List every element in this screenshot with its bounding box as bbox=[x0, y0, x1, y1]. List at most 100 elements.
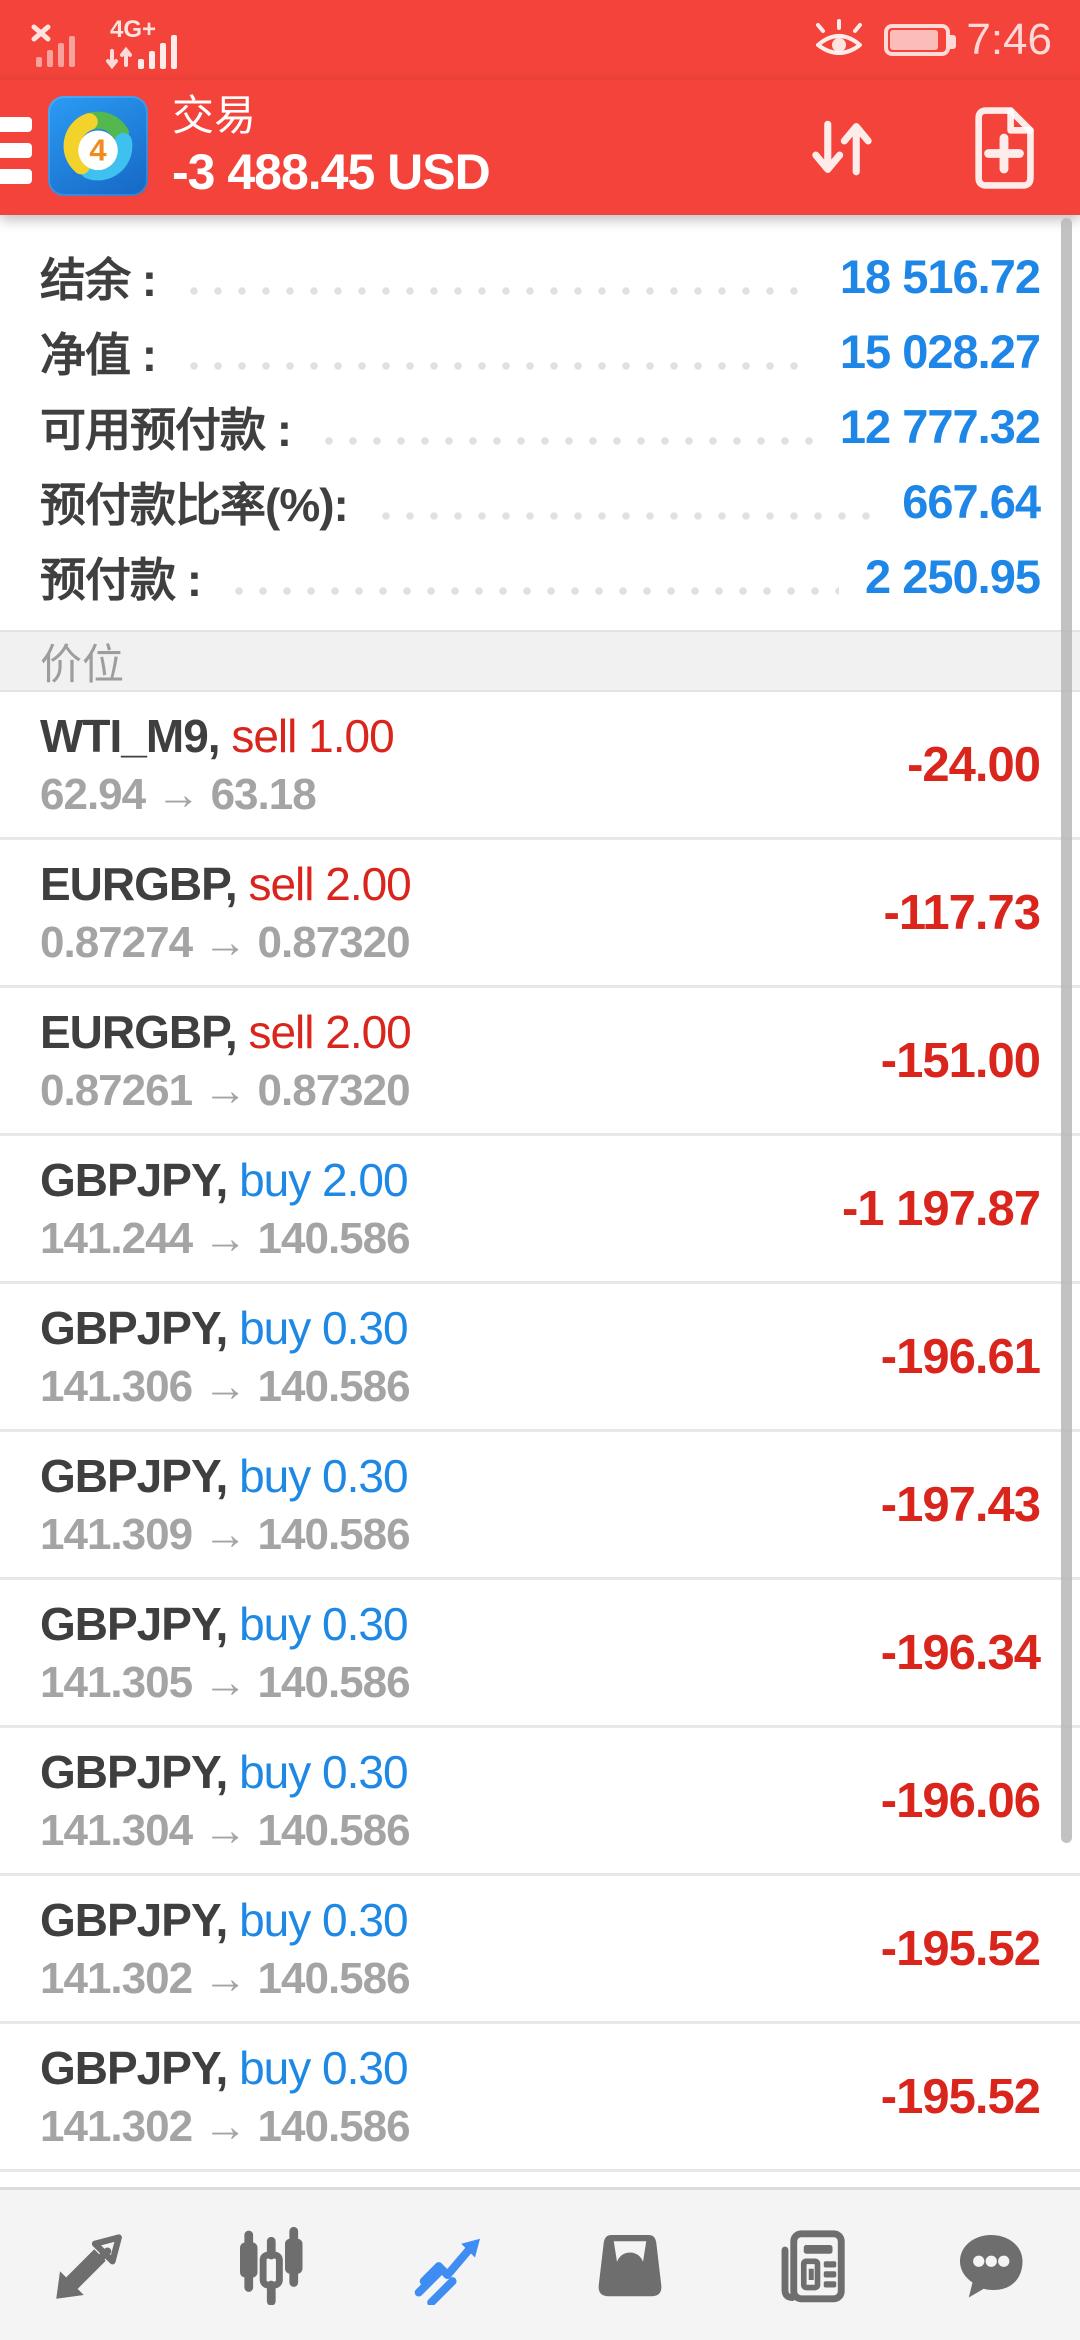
account-row: 结余 : 18 516.72 bbox=[40, 239, 1041, 314]
new-order-icon bbox=[975, 106, 1034, 189]
position-symbol: WTI_M9, bbox=[40, 709, 221, 762]
trade-icon bbox=[414, 2238, 480, 2305]
eye-comfort-icon bbox=[816, 19, 863, 55]
position-row[interactable]: EURGBP, sell 2.00 0.87274 → 0.87320 -117… bbox=[0, 840, 1080, 988]
position-current-price: 140.586 bbox=[257, 1509, 411, 1559]
position-symbol: EURGBP, bbox=[40, 857, 238, 910]
account-label: 净值 : bbox=[40, 328, 157, 381]
position-current-price: 140.586 bbox=[257, 1361, 411, 1411]
menu-button[interactable] bbox=[0, 117, 32, 184]
account-summary: 结余 : 18 516.72 净值 : 15 028.27 可用预付款 : 12… bbox=[0, 215, 1080, 630]
account-value: 12 777.32 bbox=[839, 400, 1041, 453]
price-arrow: → bbox=[203, 1509, 247, 1559]
mt4-app-logo: 4 bbox=[48, 96, 148, 196]
sort-button[interactable] bbox=[800, 98, 884, 198]
account-label: 预付款比率(%): bbox=[40, 478, 349, 531]
position-profit: -196.06 bbox=[880, 1773, 1041, 1828]
new-order-button[interactable] bbox=[962, 98, 1046, 198]
mt4-logo-icon: 4 bbox=[63, 111, 133, 181]
position-profit: -1 197.87 bbox=[841, 1181, 1041, 1236]
position-row[interactable]: GBPJPY, buy 0.30 141.302 → 140.586 -195.… bbox=[0, 1876, 1080, 2024]
position-open-price: 141.244 bbox=[40, 1213, 193, 1263]
position-open-price: 0.87261 bbox=[40, 1065, 193, 1115]
section-title: 价位 bbox=[40, 640, 125, 688]
position-side-volume: buy 0.30 bbox=[239, 1597, 408, 1650]
dotted-leader bbox=[182, 286, 814, 295]
position-open-price: 0.87274 bbox=[40, 917, 193, 967]
position-row[interactable]: GBPJPY, buy 0.30 141.306 → 140.586 -196.… bbox=[0, 1284, 1080, 1432]
position-row[interactable]: GBPJPY, buy 0.30 141.302 → 140.586 -195.… bbox=[0, 2024, 1080, 2172]
position-symbol: GBPJPY, bbox=[40, 2041, 228, 2094]
status-bar: 4G+ 7:46 bbox=[0, 0, 1080, 80]
position-symbol: GBPJPY, bbox=[40, 1301, 228, 1354]
nav-quotes-button[interactable] bbox=[0, 2190, 180, 2340]
price-arrow: → bbox=[203, 2101, 247, 2151]
dotted-leader bbox=[317, 436, 814, 445]
position-row[interactable]: GBPJPY, buy 0.30 141.304 → 140.586 -196.… bbox=[0, 1728, 1080, 1876]
position-current-price: 0.87320 bbox=[257, 917, 411, 967]
position-symbol: GBPJPY, bbox=[40, 1153, 228, 1206]
position-row[interactable]: GBPJPY, buy 2.00 141.244 → 140.586 -1 19… bbox=[0, 1136, 1080, 1284]
position-side-volume: buy 0.30 bbox=[239, 1745, 408, 1798]
price-arrow: → bbox=[156, 769, 200, 819]
position-profit: -195.52 bbox=[880, 1921, 1041, 1976]
dotted-leader bbox=[182, 361, 814, 370]
sort-icon bbox=[812, 120, 872, 175]
position-open-price: 141.302 bbox=[40, 2101, 193, 2151]
account-value: 15 028.27 bbox=[839, 325, 1041, 378]
account-label: 可用预付款 : bbox=[40, 403, 292, 456]
position-symbol: GBPJPY, bbox=[40, 1893, 228, 1946]
position-open-price: 141.305 bbox=[40, 1657, 193, 1707]
position-profit: -196.34 bbox=[880, 1625, 1041, 1680]
position-row[interactable]: WTI_M9, sell 1.00 62.94 → 63.18 -24.00 bbox=[0, 692, 1080, 840]
messages-icon bbox=[960, 2235, 1023, 2298]
nav-messages-button[interactable] bbox=[900, 2190, 1080, 2340]
position-current-price: 140.586 bbox=[257, 1657, 411, 1707]
position-side-volume: buy 0.30 bbox=[239, 1449, 408, 1502]
price-arrow: → bbox=[203, 1953, 247, 2003]
position-row[interactable]: GBPJPY, buy 0.30 141.309 → 140.586 -197.… bbox=[0, 1432, 1080, 1580]
scrollbar-thumb[interactable] bbox=[1061, 218, 1072, 1843]
charts-icon bbox=[240, 2226, 303, 2305]
nav-history-button[interactable] bbox=[540, 2190, 720, 2340]
position-current-price: 140.586 bbox=[257, 1953, 411, 2003]
position-profit: -196.61 bbox=[880, 1329, 1041, 1384]
position-side-volume: sell 1.00 bbox=[231, 709, 394, 762]
position-current-price: 0.87320 bbox=[257, 1065, 411, 1115]
nav-trade-button[interactable] bbox=[360, 2190, 540, 2340]
account-label: 结余 : bbox=[40, 253, 157, 306]
quotes-icon bbox=[56, 2234, 122, 2299]
app-header: 4 交易 -3 488.45 USD bbox=[0, 80, 1080, 215]
nav-news-button[interactable] bbox=[720, 2190, 900, 2340]
nav-charts-button[interactable] bbox=[180, 2190, 360, 2340]
dotted-leader bbox=[373, 511, 877, 520]
account-label: 预付款 : bbox=[40, 553, 202, 606]
position-side-volume: sell 2.00 bbox=[248, 857, 411, 910]
position-side-volume: buy 0.30 bbox=[239, 2041, 408, 2094]
position-row[interactable]: EURGBP, sell 2.00 0.87261 → 0.87320 -151… bbox=[0, 988, 1080, 1136]
position-profit: -195.52 bbox=[880, 2069, 1041, 2124]
battery-icon bbox=[884, 24, 957, 56]
account-row: 预付款 : 2 250.95 bbox=[40, 539, 1041, 614]
position-open-price: 141.306 bbox=[40, 1361, 193, 1411]
price-arrow: → bbox=[203, 1065, 247, 1115]
position-side-volume: buy 2.00 bbox=[239, 1153, 408, 1206]
position-open-price: 141.304 bbox=[40, 1805, 193, 1855]
cellular-signal-4g-icon: 4G+ bbox=[106, 16, 177, 70]
positions-section-header: 价位 bbox=[0, 630, 1080, 692]
position-current-price: 63.18 bbox=[210, 769, 317, 819]
history-icon bbox=[598, 2235, 662, 2297]
account-value: 18 516.72 bbox=[839, 250, 1041, 303]
position-current-price: 140.586 bbox=[257, 1213, 411, 1263]
account-value: 667.64 bbox=[902, 475, 1041, 528]
position-open-price: 141.309 bbox=[40, 1509, 193, 1559]
svg-text:4: 4 bbox=[89, 133, 107, 168]
position-symbol: GBPJPY, bbox=[40, 1597, 228, 1650]
position-symbol: EURGBP, bbox=[40, 1005, 238, 1058]
position-row[interactable]: GBPJPY, buy 0.30 141.305 → 140.586 -196.… bbox=[0, 1580, 1080, 1728]
account-row: 净值 : 15 028.27 bbox=[40, 314, 1041, 389]
position-profit: -117.73 bbox=[883, 885, 1041, 940]
position-current-price: 140.586 bbox=[257, 1805, 411, 1855]
position-side-volume: buy 0.30 bbox=[239, 1301, 408, 1354]
